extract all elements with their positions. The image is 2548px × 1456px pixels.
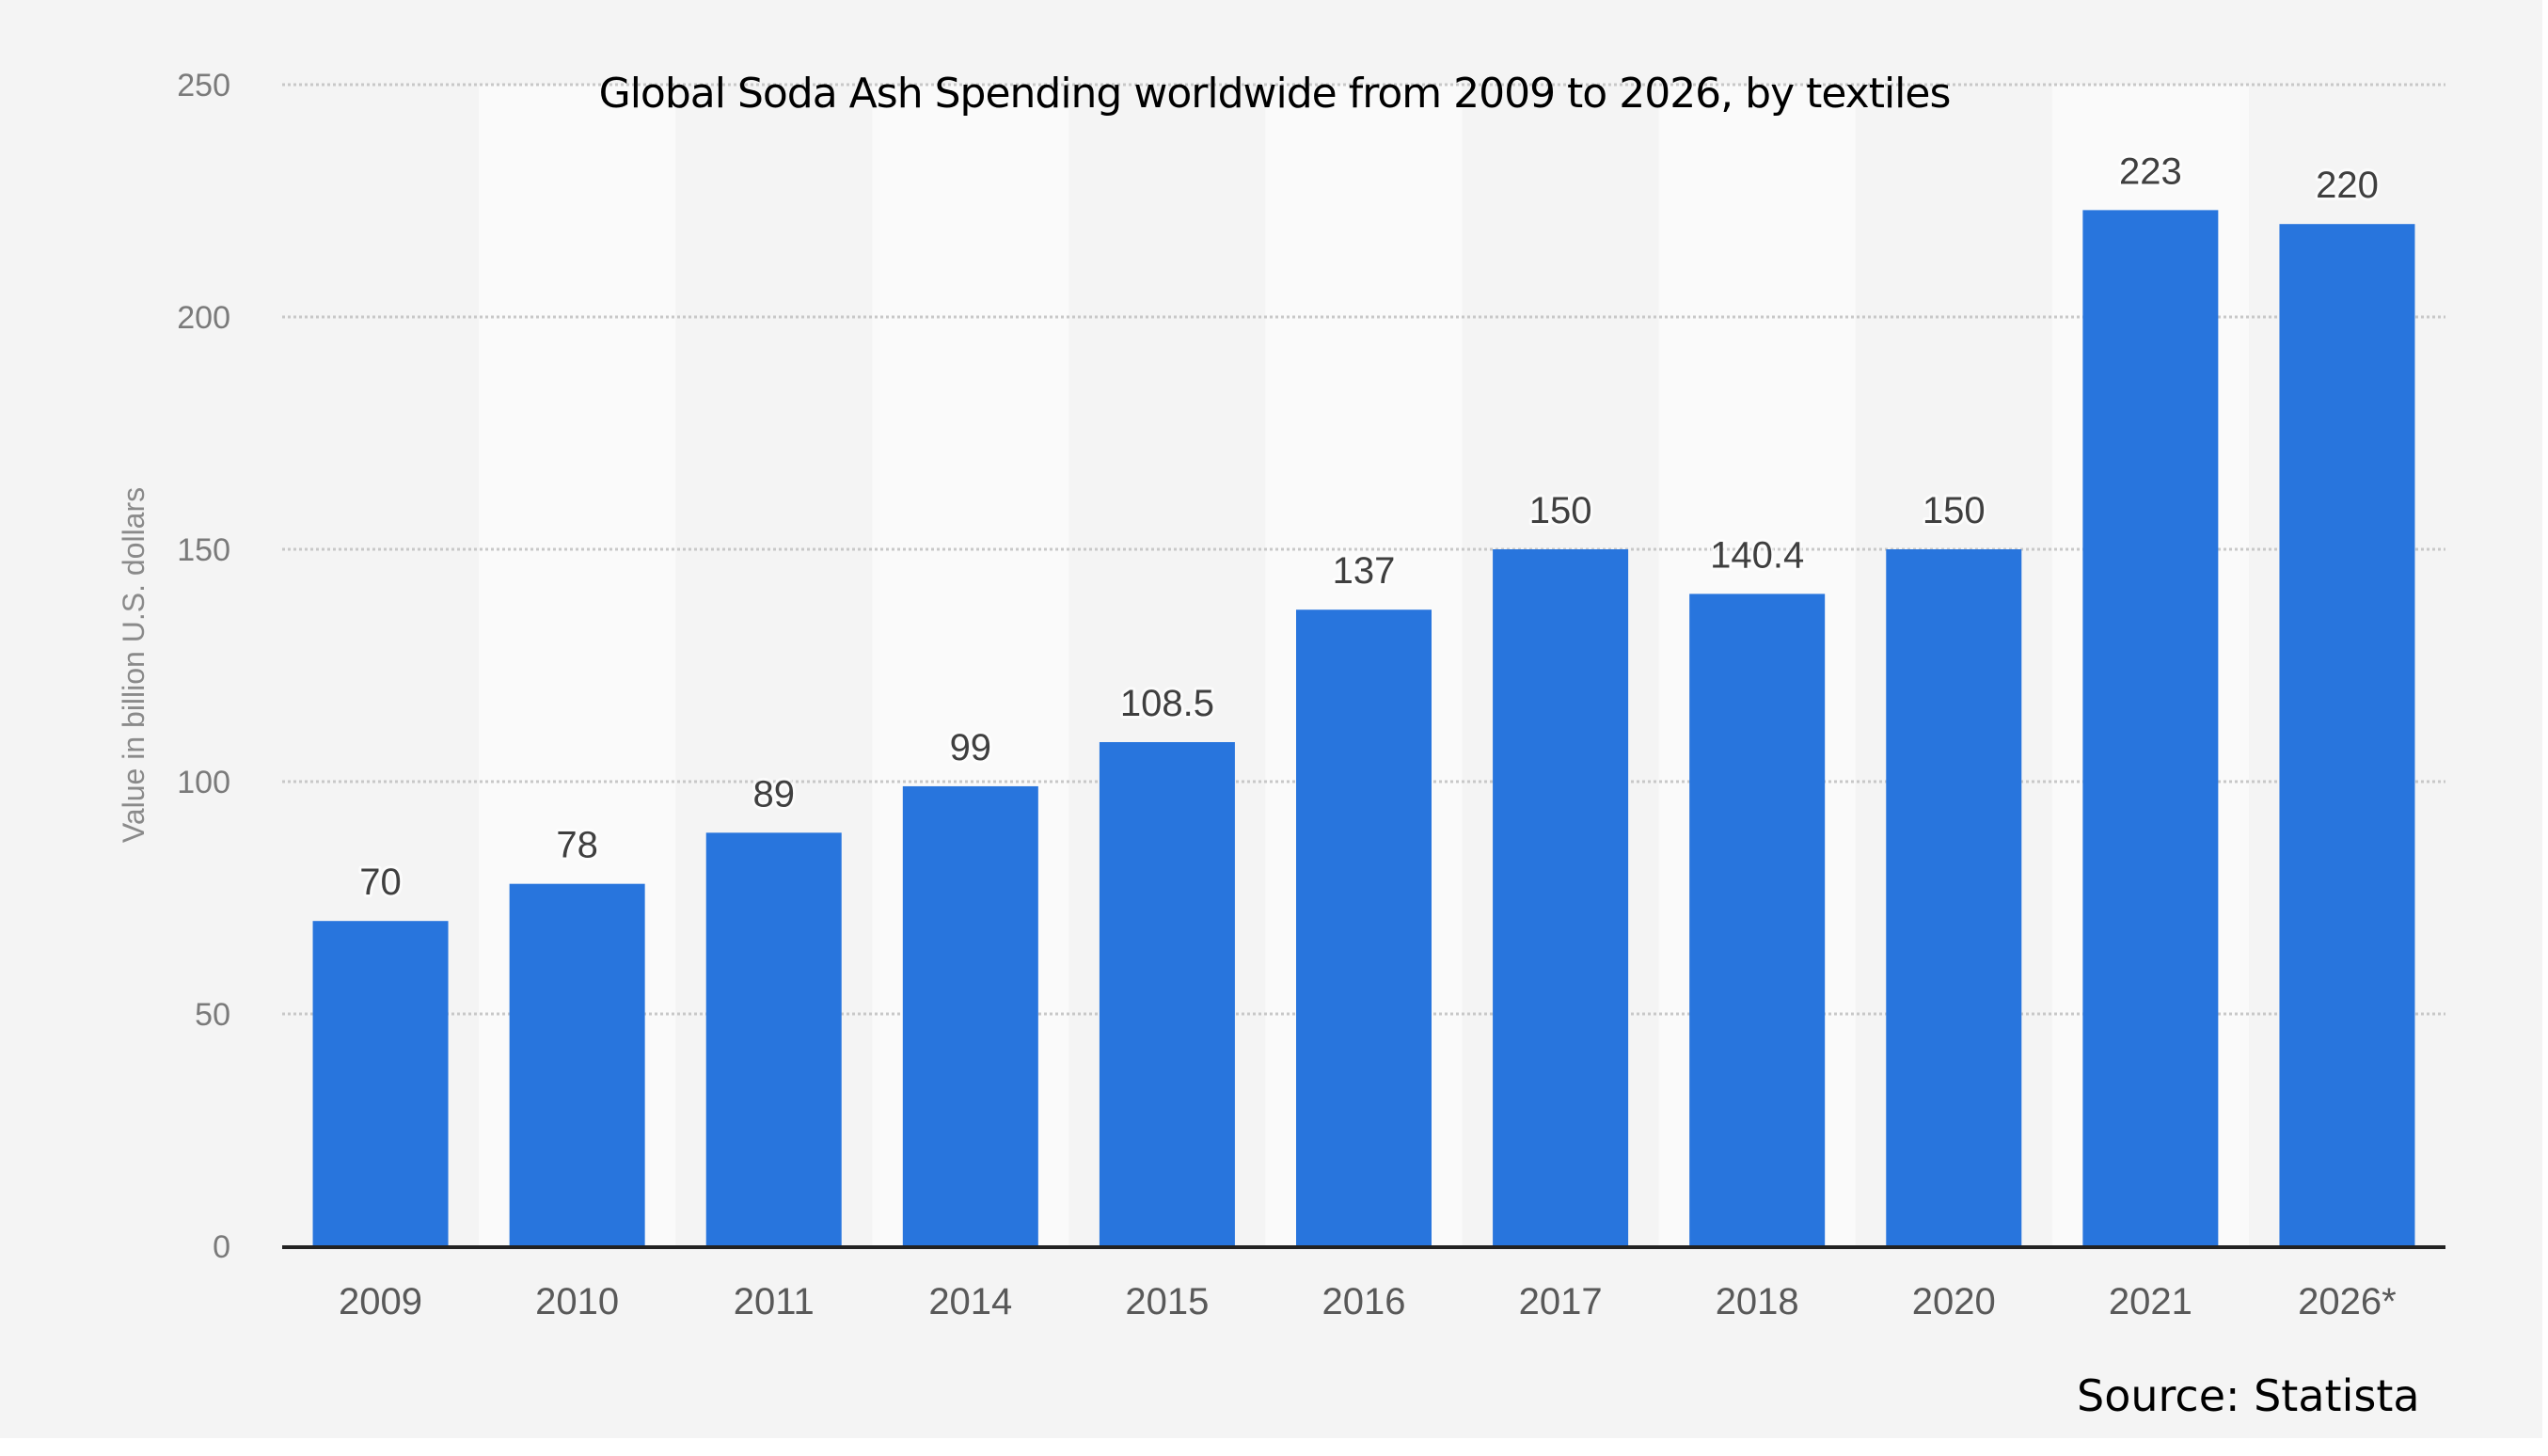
bar-2011 (705, 832, 842, 1246)
bar-2017 (1493, 549, 1629, 1246)
data-label: 89 (752, 773, 795, 815)
chart-title: Global Soda Ash Spending worldwide from … (599, 70, 1951, 118)
bar-2021 (2082, 210, 2219, 1246)
y-tick-label: 100 (177, 765, 230, 800)
x-tick-label: 2017 (1519, 1281, 1603, 1322)
source-note: Source: Statista (2077, 1370, 2420, 1421)
bar-2016 (1296, 609, 1432, 1246)
bar-2010 (509, 883, 645, 1246)
data-label: 140.4 (1710, 534, 1804, 576)
x-tick-label: 2009 (339, 1281, 422, 1322)
data-label: 220 (2316, 165, 2379, 206)
bar-2026 (2279, 224, 2415, 1247)
x-tick-label: 2020 (1912, 1281, 1996, 1322)
data-label: 70 (359, 862, 402, 903)
bar-2015 (1099, 742, 1235, 1246)
bars (312, 210, 2415, 1247)
y-tick-label: 150 (177, 532, 230, 568)
bar-2009 (312, 921, 449, 1246)
x-tick-label: 2014 (928, 1281, 1012, 1322)
y-axis-title: Value in billion U.S. dollars (117, 487, 150, 843)
y-tick-label: 50 (195, 997, 230, 1033)
x-tick-label: 2010 (535, 1281, 619, 1322)
data-label: 78 (556, 825, 598, 866)
data-label: 108.5 (1120, 683, 1214, 724)
x-axis-ticks: 2009 2010 2011 2014 2015 2016 2017 2018 2020 2021… (339, 1281, 2397, 1322)
data-label: 99 (950, 727, 992, 768)
bar-2020 (1886, 549, 2022, 1246)
x-tick-label: 2021 (2109, 1281, 2192, 1322)
y-axis-ticks: 0 50 100 150 200 250 (177, 68, 230, 1265)
y-tick-label: 250 (177, 68, 230, 103)
bar-2018 (1689, 593, 1826, 1246)
y-tick-label: 200 (177, 300, 230, 336)
x-tick-label: 2011 (734, 1281, 815, 1322)
x-tick-label: 2016 (1322, 1281, 1406, 1322)
data-label: 137 (1333, 550, 1396, 592)
bar-2014 (902, 785, 1038, 1246)
data-label: 150 (1923, 490, 1986, 531)
y-tick-label: 0 (213, 1229, 230, 1265)
data-label: 150 (1529, 490, 1592, 531)
x-tick-label: 2018 (1716, 1281, 1799, 1322)
x-tick-label: 2026* (2298, 1281, 2397, 1322)
x-tick-label: 2015 (1125, 1281, 1209, 1322)
data-label: 223 (2119, 150, 2182, 192)
data-labels: 70 78 89 99 108.5 137 150 140.4 150 223 220 (356, 148, 2382, 906)
